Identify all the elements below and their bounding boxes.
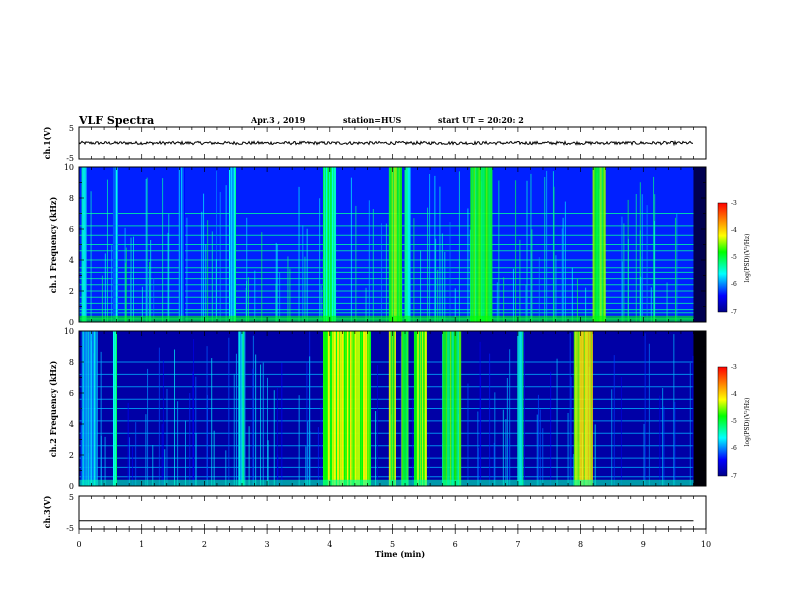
ch2-frequency-ylabel: ch.2 Frequency (kHz) bbox=[48, 361, 58, 458]
x-tick-label: 5 bbox=[390, 540, 395, 549]
ch1-freq-tick: 4 bbox=[69, 256, 74, 265]
ch2-spectrogram-panel: 0 2 4 6 8 10 ch.2 Frequency (kHz) -3 -4 … bbox=[48, 327, 751, 491]
station-label: station=HUS bbox=[343, 115, 402, 125]
ch2-colorbar-tick: -6 bbox=[731, 445, 737, 452]
ch2-spectrogram-image bbox=[79, 331, 694, 486]
ch2-colorbar-tick: -5 bbox=[731, 418, 737, 425]
axis-ticks bbox=[78, 127, 707, 534]
x-tick-label: 8 bbox=[578, 540, 583, 549]
x-axis-title: Time (min) bbox=[375, 549, 425, 559]
ch1-freq-tick: 8 bbox=[69, 194, 74, 203]
ch1-ytick-top: 5 bbox=[69, 124, 74, 133]
x-tick-label: 10 bbox=[701, 540, 711, 549]
ch2-freq-tick: 2 bbox=[69, 451, 74, 460]
ch1-frequency-ylabel: ch.1 Frequency (kHz) bbox=[48, 197, 58, 294]
ch2-colorbar-tick: -3 bbox=[731, 364, 737, 371]
ch2-freq-tick: 4 bbox=[69, 420, 74, 429]
ch1-ytick-bottom: -5 bbox=[66, 154, 74, 163]
date-label: Apr.3 , 2019 bbox=[250, 115, 306, 125]
x-tick-label: 6 bbox=[453, 540, 458, 549]
spectrogram-lowband bbox=[79, 315, 694, 322]
ch3-waveform-ylabel: ch.3(V) bbox=[42, 495, 52, 528]
ch1-colorbar-tick: -5 bbox=[731, 254, 737, 261]
ch2-freq-tick: 10 bbox=[64, 327, 74, 336]
ch1-waveform-panel: 5 -5 ch.1(V) bbox=[42, 124, 707, 163]
ch1-colorbar-label: log(PSD)(V²/Hz) bbox=[744, 234, 751, 283]
ch2-freq-tick: 8 bbox=[69, 358, 74, 367]
ch3-waveform-frame bbox=[78, 495, 707, 530]
ch2-colorbar-label: log(PSD)(V²/Hz) bbox=[744, 398, 751, 447]
x-tick-label: 9 bbox=[641, 540, 646, 549]
x-tick-label: 3 bbox=[265, 540, 270, 549]
ch1-colorbar bbox=[717, 202, 728, 313]
ch3-waveform-panel: 5 -5 ch.3(V) bbox=[42, 493, 707, 533]
spectrogram-lowband bbox=[79, 479, 694, 486]
ch1-colorbar-tick: -4 bbox=[731, 227, 737, 234]
ch1-freq-tick: 2 bbox=[69, 287, 74, 296]
start-time-label: start UT = 20:20: 2 bbox=[438, 115, 524, 125]
ch1-spectrogram-panel: 0 2 4 6 8 10 ch.1 Frequency (kHz) -3 -4 … bbox=[48, 163, 751, 327]
x-axis-labels: 0 1 2 3 4 5 6 7 8 9 10 bbox=[76, 540, 711, 549]
x-tick-label: 4 bbox=[327, 540, 332, 549]
ch1-waveform-ylabel: ch.1(V) bbox=[42, 126, 52, 159]
ch2-colorbar bbox=[717, 366, 728, 477]
ch1-colorbar-tick: -7 bbox=[731, 309, 737, 316]
ch2-freq-tick: 6 bbox=[69, 389, 74, 398]
ch1-freq-tick: 10 bbox=[64, 163, 74, 172]
ch2-freq-tick: 0 bbox=[69, 482, 74, 491]
ch1-colorbar-tick: -3 bbox=[731, 200, 737, 207]
ch1-freq-tick: 6 bbox=[69, 225, 74, 234]
figure-title: VLF Spectra bbox=[78, 114, 154, 127]
ch1-waveform-trace bbox=[78, 139, 694, 147]
ch1-spectrogram-image bbox=[78, 167, 694, 322]
ch2-colorbar-tick: -7 bbox=[731, 473, 737, 480]
x-tick-label: 0 bbox=[76, 540, 81, 549]
ch3-ytick-bottom: -5 bbox=[66, 524, 74, 533]
x-tick-label: 7 bbox=[515, 540, 520, 549]
x-tick-label: 1 bbox=[139, 540, 144, 549]
ch2-colorbar-tick: -4 bbox=[731, 391, 737, 398]
ch3-ytick-top: 5 bbox=[69, 493, 74, 502]
ch1-freq-tick: 0 bbox=[69, 318, 74, 327]
ch1-colorbar-tick: -6 bbox=[731, 281, 737, 288]
x-tick-label: 2 bbox=[202, 540, 207, 549]
